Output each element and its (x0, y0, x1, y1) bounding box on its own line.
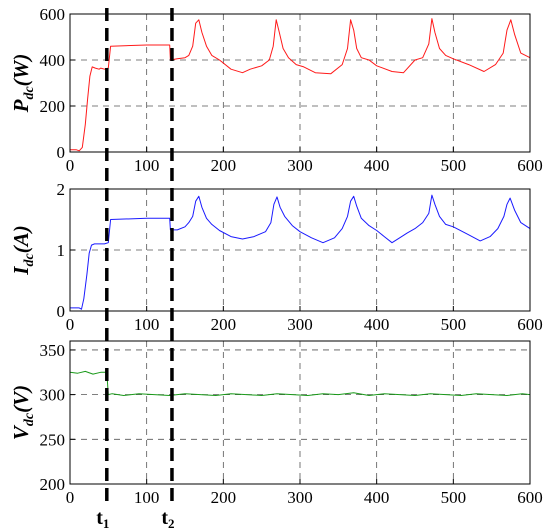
panel-current: 0 100 200 300 400 500 600 0 1 2 Idc(A) (9, 180, 543, 334)
voltage-xtick-label-1: 100 (134, 488, 160, 507)
voltage-ytick-label-1: 250 (40, 430, 66, 449)
event-markers: t1 t2 (96, 8, 175, 531)
voltage-xtick-label-5: 500 (441, 488, 467, 507)
current-xtick-label-0: 0 (66, 315, 75, 334)
voltage-xtick-label-2: 200 (211, 488, 237, 507)
power-xtick-label-1: 100 (134, 156, 160, 175)
current-xtick-label-4: 400 (364, 315, 390, 334)
panel-power: 0 100 200 300 400 500 600 0 200 400 600 Pdc(W) (9, 5, 543, 175)
current-xtick-label-2: 200 (211, 315, 237, 334)
power-xtick-label-6: 600 (517, 156, 543, 175)
power-xtick-label-2: 200 (211, 156, 237, 175)
voltage-ylabel: Vdc(V) (9, 385, 37, 440)
current-xtick-label-3: 300 (287, 315, 313, 334)
current-ytick-label-2: 2 (57, 180, 66, 199)
current-xtick-label-5: 500 (441, 315, 467, 334)
voltage-xtick-label-6: 600 (517, 488, 543, 507)
current-ylabel: Idc(A) (9, 225, 37, 275)
voltage-xtick-label-4: 400 (364, 488, 390, 507)
power-ytick-label-0: 0 (57, 143, 66, 162)
voltage-ytick-label-0: 200 (40, 475, 66, 494)
power-xtick-label-0: 0 (66, 156, 75, 175)
power-ylabel: Pdc(W) (9, 54, 37, 114)
voltage-ytick-label-3: 350 (40, 341, 66, 360)
current-ytick-label-1: 1 (57, 241, 66, 260)
power-ytick-label-3: 600 (40, 5, 66, 24)
power-ytick-label-2: 400 (40, 51, 66, 70)
current-series-line (70, 194, 531, 310)
power-xtick-label-3: 300 (287, 156, 313, 175)
current-xtick-label-1: 100 (134, 315, 160, 334)
event-label-2: t2 (161, 507, 174, 531)
event-label-1: t1 (96, 507, 109, 531)
power-ytick-label-1: 200 (40, 97, 66, 116)
current-xtick-label-6: 600 (517, 315, 543, 334)
voltage-xtick-label-0: 0 (66, 488, 75, 507)
power-xtick-label-5: 500 (441, 156, 467, 175)
voltage-xtick-label-3: 300 (287, 488, 313, 507)
power-xtick-label-4: 400 (364, 156, 390, 175)
current-ytick-label-0: 0 (57, 302, 66, 321)
voltage-ytick-label-2: 300 (40, 386, 66, 405)
panel-voltage: 0 100 200 300 400 500 600 200 250 300 350 Vdc(V) (9, 340, 543, 507)
